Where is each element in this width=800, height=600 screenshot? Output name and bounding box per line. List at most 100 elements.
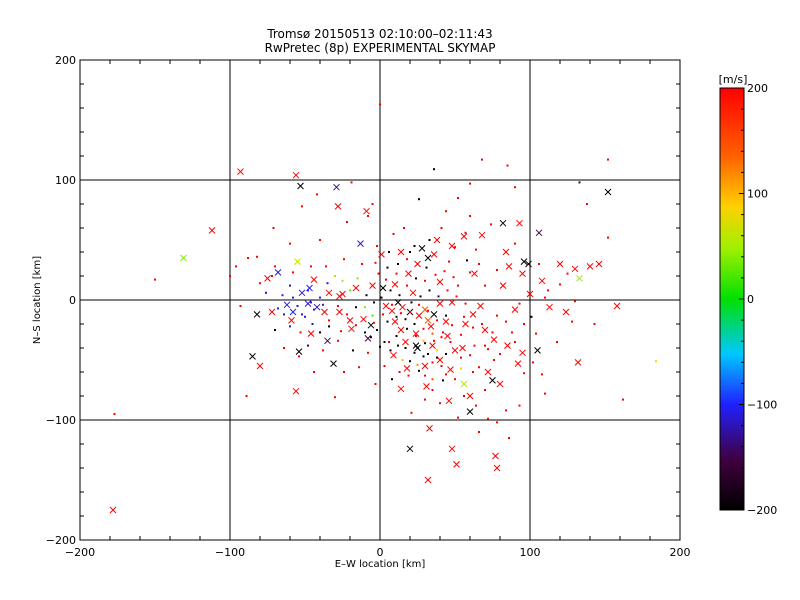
cross-marker <box>562 308 570 316</box>
dot-marker <box>466 259 468 262</box>
cross-marker <box>424 476 432 484</box>
cross-marker <box>391 281 399 288</box>
dot-marker <box>523 323 525 325</box>
dot-marker <box>391 303 393 306</box>
cross-marker <box>511 306 519 313</box>
dot-marker <box>272 227 275 229</box>
cross-marker <box>519 270 526 277</box>
cross-marker <box>382 302 390 310</box>
dot-marker <box>409 360 411 363</box>
dot-marker <box>460 367 462 370</box>
dot-marker <box>505 409 507 412</box>
dot-marker <box>364 331 366 334</box>
dot-marker <box>436 356 438 359</box>
dot-marker <box>431 378 434 381</box>
dot-marker <box>319 239 321 241</box>
dot-marker <box>440 365 443 367</box>
cross-marker <box>321 308 328 316</box>
cross-marker <box>460 233 468 240</box>
cross-marker <box>418 245 426 252</box>
dot-marker <box>235 265 237 268</box>
dot-marker <box>358 366 360 369</box>
dot-marker <box>352 349 354 352</box>
dot-marker <box>355 306 357 309</box>
dot-marker <box>367 351 369 354</box>
y-tick-label: 100 <box>55 174 76 187</box>
cross-marker <box>571 265 579 273</box>
dot-marker <box>398 294 401 297</box>
dot-marker <box>383 365 386 367</box>
x-tick-label: 200 <box>670 546 691 559</box>
cross-marker <box>336 308 343 316</box>
dot-marker <box>475 248 477 251</box>
dot-marker <box>356 277 359 280</box>
y-tick-label: −200 <box>46 534 76 547</box>
dot-marker <box>469 271 471 274</box>
dot-marker <box>505 320 507 323</box>
cross-marker <box>424 317 432 324</box>
dot-marker <box>328 319 330 322</box>
dot-marker <box>256 255 258 258</box>
cross-marker <box>403 365 411 372</box>
dot-marker <box>313 371 315 373</box>
cross-marker <box>478 231 486 239</box>
dot-marker <box>385 278 387 281</box>
dot-marker <box>383 341 386 343</box>
cross-marker <box>430 251 438 258</box>
cross-marker <box>346 317 354 324</box>
cross-marker <box>516 219 523 227</box>
cross-marker <box>448 299 456 306</box>
cross-marker <box>289 308 297 316</box>
dot-marker <box>283 347 285 349</box>
dot-marker <box>437 295 440 298</box>
dot-marker <box>391 378 393 381</box>
cross-marker <box>426 425 433 432</box>
dot-marker <box>443 270 446 273</box>
dot-marker <box>449 341 452 343</box>
cross-marker <box>405 270 412 277</box>
x-tick-label: −100 <box>215 546 245 559</box>
dot-marker <box>310 265 312 268</box>
dot-marker <box>457 197 459 199</box>
cross-marker <box>526 290 534 298</box>
cross-marker <box>180 254 187 262</box>
cross-marker <box>294 258 301 265</box>
dot-marker <box>322 349 324 352</box>
cross-marker <box>535 229 543 237</box>
dot-marker <box>400 312 402 315</box>
dot-marker <box>346 221 348 223</box>
y-tick-label: 0 <box>69 294 76 307</box>
dot-marker <box>484 344 486 347</box>
x-tick-label: 0 <box>377 546 384 559</box>
dot-marker <box>322 303 324 306</box>
dot-marker <box>457 416 459 419</box>
dot-marker <box>283 313 285 316</box>
dot-marker <box>530 315 533 318</box>
dot-marker <box>413 351 416 354</box>
dot-marker <box>445 210 447 213</box>
cross-marker <box>613 302 621 310</box>
dot-marker <box>532 361 534 364</box>
cross-marker <box>556 260 564 268</box>
dot-marker <box>364 306 366 309</box>
cross-marker <box>390 351 397 359</box>
cross-marker <box>379 284 387 292</box>
cross-marker <box>397 248 405 256</box>
cross-marker <box>534 347 541 354</box>
cross-marker <box>237 168 244 175</box>
dot-marker <box>406 327 408 330</box>
cross-marker <box>514 360 522 367</box>
cross-marker <box>502 248 510 256</box>
cross-marker <box>264 275 271 282</box>
dot-marker <box>499 353 501 355</box>
cross-marker <box>378 251 385 258</box>
cross-marker <box>471 270 478 277</box>
dot-marker <box>274 329 276 331</box>
dot-marker <box>448 260 450 263</box>
dot-marker <box>373 301 375 304</box>
colorbar-label: [m/s] <box>719 73 748 86</box>
dot-marker <box>451 324 453 327</box>
dot-marker <box>473 344 476 347</box>
cross-marker <box>444 332 451 340</box>
